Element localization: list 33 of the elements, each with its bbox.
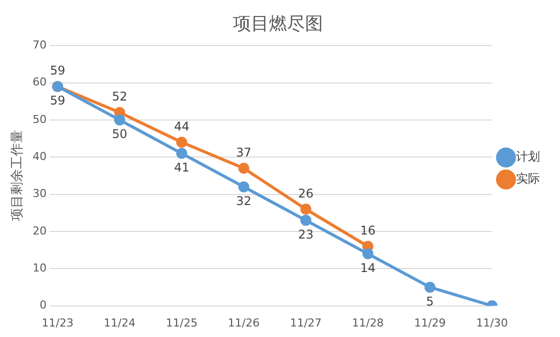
y-tick-label: 0: [40, 298, 47, 312]
x-tick-label: 11/27: [290, 316, 322, 330]
data-label: 59: [50, 94, 66, 108]
y-tick-label: 50: [32, 112, 47, 126]
y-tick-label: 70: [32, 38, 47, 52]
x-tick-label: 11/30: [476, 316, 508, 330]
x-tick-label: 11/24: [104, 316, 136, 330]
y-tick-label: 40: [32, 150, 47, 163]
data-label: 37: [236, 145, 252, 160]
chart-title: 项目燃尽图: [233, 13, 323, 34]
data-label: 5: [426, 294, 434, 308]
legend-label: 实际: [516, 172, 540, 186]
x-tick-label: 11/26: [228, 316, 260, 330]
y-tick-label: 10: [32, 261, 47, 274]
y-axis-title: 项目剩余工作量: [10, 130, 26, 222]
data-label: 26: [298, 186, 314, 200]
data-label: 16: [360, 223, 376, 238]
y-tick-label: 60: [32, 76, 47, 89]
y-tick-label: 30: [32, 187, 47, 200]
data-label: 52: [112, 90, 128, 104]
x-tick-label: 11/25: [166, 316, 198, 330]
data-label: 50: [112, 127, 128, 142]
data-label: 41: [174, 160, 190, 175]
x-tick-label: 11/29: [414, 316, 446, 330]
data-label: 14: [360, 260, 376, 275]
data-label: 44: [174, 119, 190, 134]
x-tick-label: 11/28: [352, 316, 384, 330]
x-tick-label: 11/23: [42, 316, 74, 330]
data-label: 32: [236, 194, 252, 208]
legend-label: 计划: [516, 150, 540, 164]
data-label: 59: [50, 64, 66, 78]
y-tick-label: 20: [32, 224, 47, 238]
data-label: 23: [298, 227, 314, 242]
